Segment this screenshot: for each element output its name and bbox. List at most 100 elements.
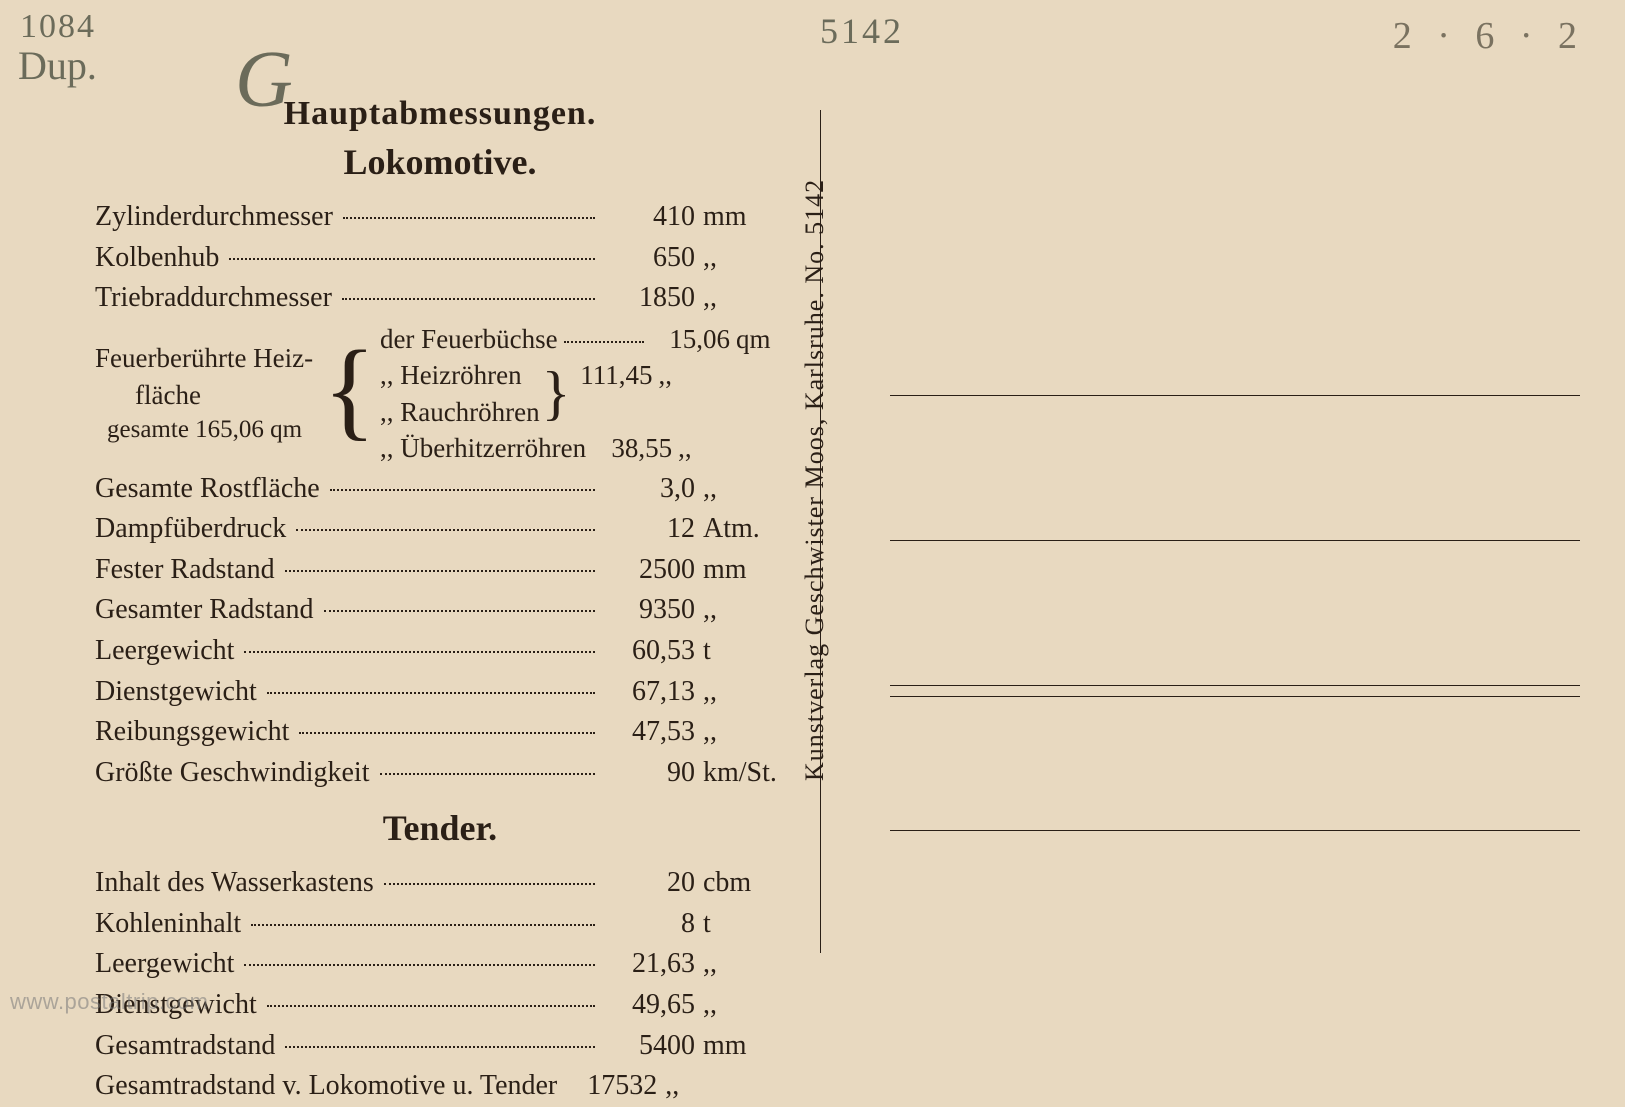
spec-value: 47,53: [605, 712, 695, 753]
spec-label: Dienstgewicht: [95, 672, 257, 713]
spec-row: Gesamtradstand v. Lokomotive u. Tender 1…: [95, 1066, 785, 1107]
spec-value: 21,63: [605, 944, 695, 985]
spec-value: 12: [605, 509, 695, 550]
publisher-text: Kunstverlag Geschwister Moos, Karlsruhe.…: [800, 170, 830, 790]
spec-value: 9350: [605, 590, 695, 631]
spec-unit: ,,: [695, 944, 785, 985]
heading-lokomotive: Lokomotive.: [95, 141, 785, 183]
heizflaeche-l3: gesamte 165,06 qm: [95, 413, 313, 447]
spec-row: Dienstgewicht 67,13 ,,: [95, 672, 785, 713]
nested-row: ,, Heizröhren ,, Rauchröhren } 111,45 ,,: [380, 357, 785, 430]
leader-dots: [267, 692, 595, 694]
spec-row: Fester Radstand 2500 mm: [95, 550, 785, 591]
leader-dots: [324, 610, 596, 612]
nested-unit: ,,: [672, 430, 727, 466]
brace-inner: }: [540, 368, 573, 419]
spec-unit: Atm.: [695, 509, 785, 550]
leader-dots: [299, 732, 595, 734]
spec-unit: mm: [695, 550, 785, 591]
spec-value: 650: [605, 238, 695, 279]
spec-label: Dampfüberdruck: [95, 509, 286, 550]
spec-value: 1850: [605, 278, 695, 319]
spec-label: Zylinderdurchmesser: [95, 197, 333, 238]
spec-label: Größte Geschwindigkeit: [95, 753, 370, 794]
nested-label: ,, Rauchröhren: [380, 394, 540, 430]
nested-row: der Feuerbüchse 15,06 qm: [380, 321, 785, 357]
leader-dots: [384, 883, 595, 885]
spec-value: 17532: [567, 1066, 657, 1107]
spec-label: Gesamtradstand v. Lokomotive u. Tender: [95, 1066, 557, 1107]
spec-unit: mm: [695, 1026, 785, 1067]
spec-unit: km/St.: [695, 753, 785, 794]
spec-value: 49,65: [605, 985, 695, 1026]
spec-label: Gesamte Rostfläche: [95, 469, 320, 510]
spec-row: Gesamtradstand 5400 mm: [95, 1026, 785, 1067]
spec-value: 5400: [605, 1026, 695, 1067]
leader-dots: [285, 1046, 595, 1048]
nested-label: ,, Überhitzerröhren: [380, 430, 586, 466]
lokomotive-rows: Zylinderdurchmesser 410 mm Kolbenhub 650…: [95, 197, 785, 793]
spec-unit: ,,: [695, 712, 785, 753]
address-line: [890, 685, 1580, 686]
nested-value: 38,55: [592, 430, 672, 466]
address-line: [890, 540, 1580, 541]
nested-label: der Feuerbüchse: [380, 321, 558, 357]
spec-unit: ,,: [695, 278, 785, 319]
spec-unit: ,,: [657, 1066, 747, 1107]
spec-value: 2500: [605, 550, 695, 591]
handwriting-dup: Dup.: [18, 42, 97, 89]
tender-rows: Inhalt des Wasserkastens 20 cbm Kohlenin…: [95, 863, 785, 1107]
spec-row: Kohleninhalt 8 t: [95, 904, 785, 945]
spec-row: Dampfüberdruck 12 Atm.: [95, 509, 785, 550]
leader-dots: [244, 651, 595, 653]
spec-value: 67,13: [605, 672, 695, 713]
heizflaeche-left: Feuerberührte Heiz- fläche gesamte 165,0…: [95, 321, 319, 467]
spec-label: Gesamtradstand: [95, 1026, 275, 1067]
leader-dots: [296, 529, 595, 531]
spec-label: Leergewicht: [95, 631, 234, 672]
brace-left: {: [319, 340, 380, 439]
spec-value: 60,53: [605, 631, 695, 672]
leader-dots: [564, 341, 644, 343]
specs-block: Hauptabmessungen. Lokomotive. Zylinderdu…: [95, 95, 785, 1107]
spec-unit: ,,: [695, 590, 785, 631]
spec-label: Leergewicht: [95, 944, 234, 985]
spec-unit: ,,: [695, 672, 785, 713]
heizflaeche-l2: fläche: [95, 377, 313, 413]
spec-unit: ,,: [695, 985, 785, 1026]
spec-unit: t: [695, 904, 785, 945]
handwriting-1084: 1084: [20, 8, 96, 46]
spec-row: Triebraddurchmesser 1850 ,,: [95, 278, 785, 319]
spec-unit: ,,: [695, 469, 785, 510]
heading-main: Hauptabmessungen.: [95, 95, 785, 133]
leader-dots: [251, 924, 595, 926]
spec-unit: cbm: [695, 863, 785, 904]
leader-dots: [343, 217, 595, 219]
spec-label: Fester Radstand: [95, 550, 275, 591]
postcard-back: 1084 Dup. G 5142 2 · 6 · 2 Hauptabmessun…: [0, 0, 1625, 1023]
watermark: www.postaltrip.com: [10, 989, 209, 1015]
nested-row: ,, Überhitzerröhren 38,55 ,,: [380, 430, 785, 466]
heizflaeche-right: der Feuerbüchse 15,06 qm ,, Heizröhren ,…: [380, 321, 785, 467]
spec-value: 20: [605, 863, 695, 904]
spec-row: Reibungsgewicht 47,53 ,,: [95, 712, 785, 753]
spec-unit: ,,: [695, 238, 785, 279]
handwriting-5142: 5142: [820, 10, 904, 52]
spec-row: Inhalt des Wasserkastens 20 cbm: [95, 863, 785, 904]
spec-row: Gesamter Radstand 9350 ,,: [95, 590, 785, 631]
leader-dots: [380, 773, 596, 775]
spec-row: Leergewicht 60,53 t: [95, 631, 785, 672]
handwriting-262: 2 · 6 · 2: [1393, 14, 1585, 58]
spec-value: 8: [605, 904, 695, 945]
spec-unit: mm: [695, 197, 785, 238]
leader-dots: [244, 964, 595, 966]
nested-value: 111,45: [572, 357, 652, 393]
address-line: [890, 696, 1580, 697]
spec-label: Kohleninhalt: [95, 904, 241, 945]
spec-label: Triebraddurchmesser: [95, 278, 332, 319]
spec-label: Reibungsgewicht: [95, 712, 289, 753]
nested-label: ,, Heizröhren: [380, 357, 540, 393]
heizflaeche-l1: Feuerberührte Heiz-: [95, 340, 313, 376]
heizflaeche-block: Feuerberührte Heiz- fläche gesamte 165,0…: [95, 321, 785, 467]
address-line: [890, 395, 1580, 396]
